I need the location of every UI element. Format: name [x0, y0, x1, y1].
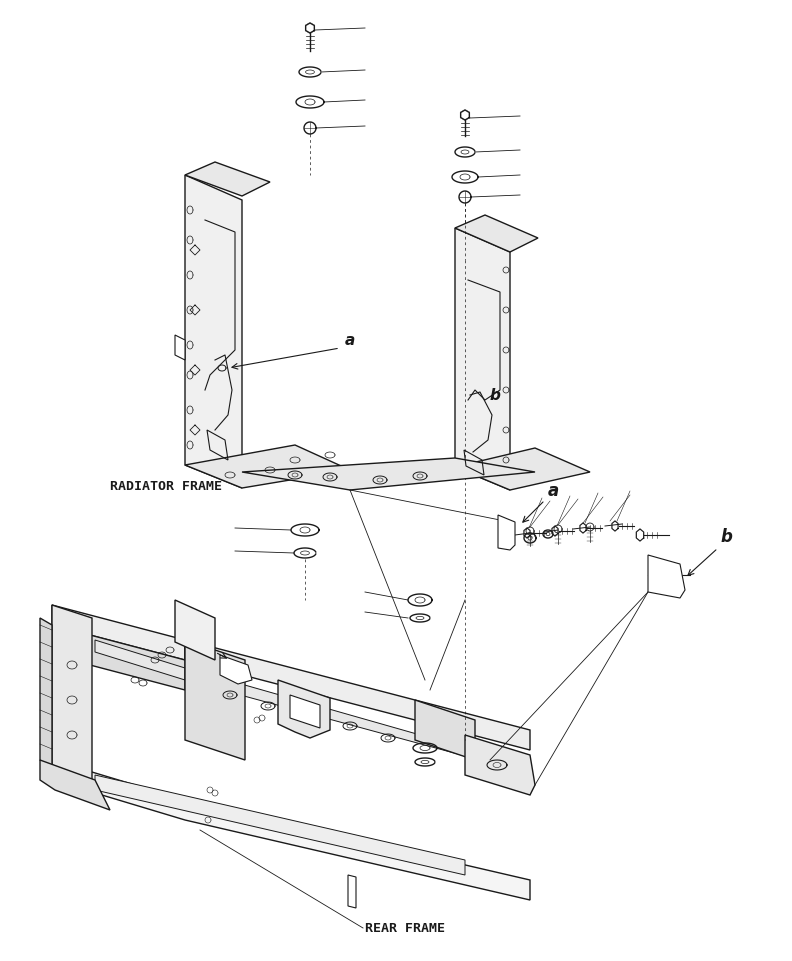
Polygon shape [175, 335, 185, 360]
Polygon shape [636, 529, 644, 541]
Polygon shape [242, 458, 535, 490]
Polygon shape [552, 526, 558, 536]
Text: a: a [548, 482, 559, 500]
Polygon shape [185, 175, 242, 488]
Polygon shape [185, 640, 245, 760]
Text: b: b [720, 528, 732, 546]
Polygon shape [52, 760, 530, 900]
Polygon shape [524, 528, 530, 538]
Polygon shape [580, 523, 586, 533]
Polygon shape [95, 640, 185, 680]
Polygon shape [175, 600, 215, 660]
Polygon shape [52, 625, 185, 690]
Polygon shape [306, 23, 314, 33]
Polygon shape [648, 555, 685, 598]
Polygon shape [40, 618, 52, 770]
Text: REAR FRAME: REAR FRAME [365, 922, 445, 935]
Polygon shape [498, 515, 515, 550]
Text: b: b [490, 388, 501, 403]
Polygon shape [220, 655, 252, 684]
Polygon shape [40, 760, 110, 810]
Polygon shape [95, 775, 465, 875]
Polygon shape [461, 110, 470, 120]
Polygon shape [455, 228, 510, 490]
Polygon shape [278, 680, 330, 738]
Polygon shape [52, 605, 92, 780]
Polygon shape [185, 162, 270, 196]
Polygon shape [185, 445, 350, 488]
Polygon shape [185, 640, 530, 750]
Text: a: a [345, 333, 356, 348]
Polygon shape [52, 605, 185, 660]
Polygon shape [612, 521, 618, 531]
Text: RADIATOR FRAME: RADIATOR FRAME [110, 480, 222, 493]
Polygon shape [185, 668, 480, 760]
Polygon shape [455, 215, 538, 252]
Polygon shape [455, 448, 590, 490]
Polygon shape [415, 700, 475, 760]
Polygon shape [348, 875, 356, 908]
Polygon shape [290, 695, 320, 728]
Polygon shape [465, 735, 535, 795]
